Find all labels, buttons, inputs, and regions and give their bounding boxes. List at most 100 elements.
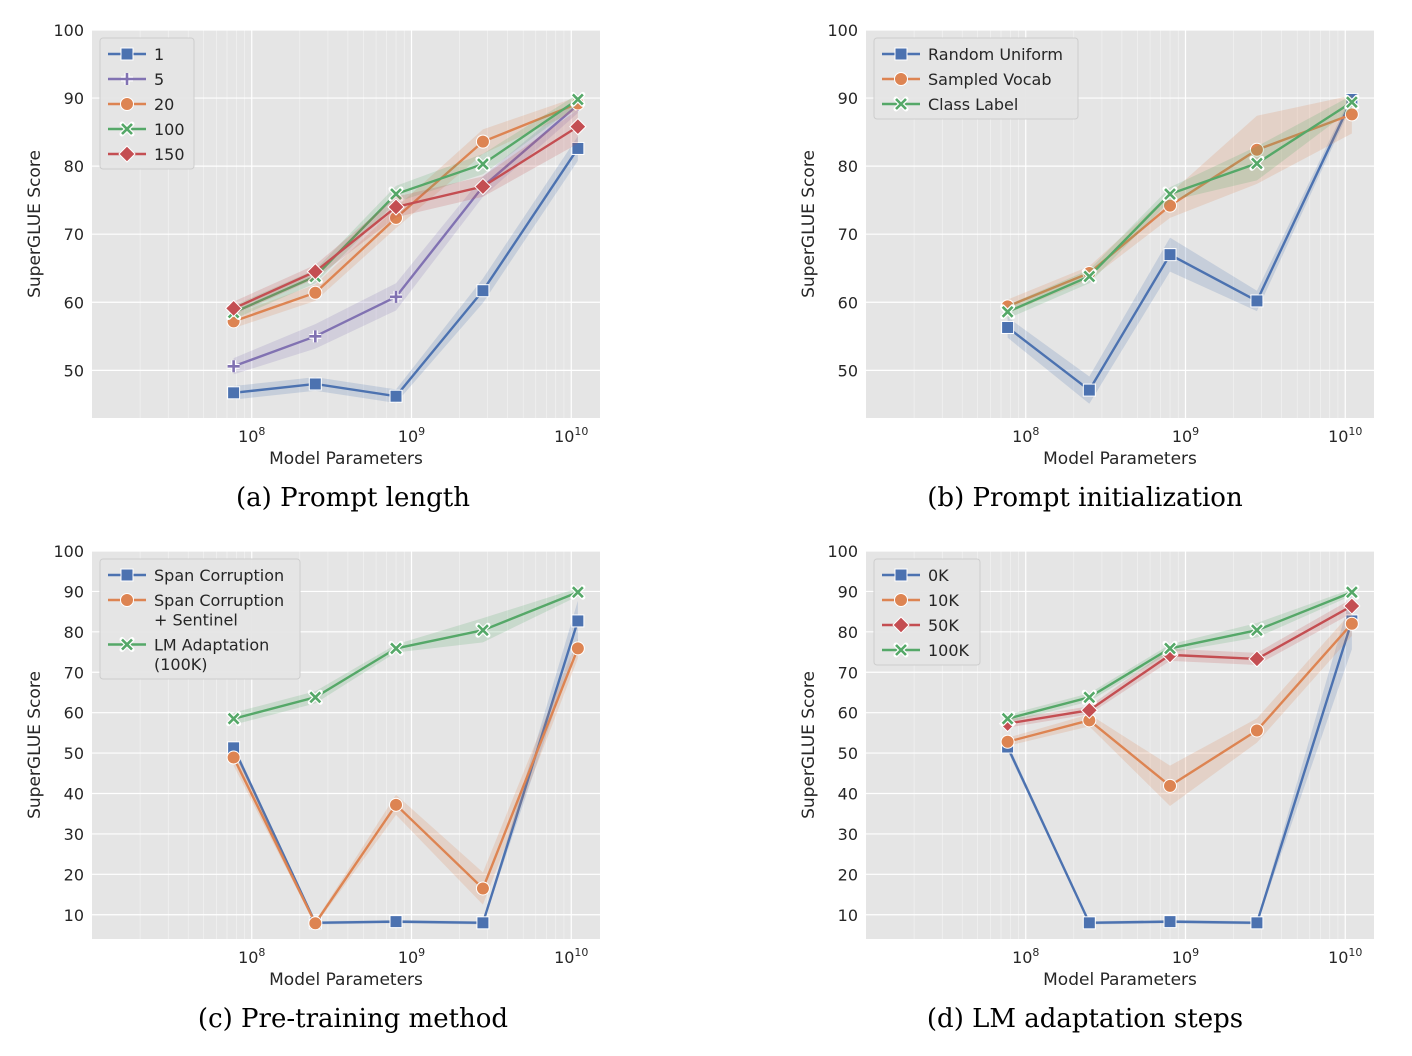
legend-marker [894, 568, 908, 582]
data-point [1082, 916, 1096, 930]
x-tick-label: 1010 [554, 425, 588, 446]
x-tick-base: 10 [238, 948, 258, 967]
confidence-band [233, 96, 578, 329]
legend-entry: 100K [882, 641, 970, 660]
y-tick-label: 60 [64, 704, 84, 723]
legend-entry: 0K [882, 566, 949, 585]
y-tick-label: 90 [838, 582, 858, 601]
data-point [570, 641, 585, 656]
legend-label: 5 [154, 70, 164, 89]
x-tick-base: 10 [398, 948, 418, 967]
y-tick-label: 50 [64, 744, 84, 763]
series-4 [224, 109, 587, 318]
legend-marker [894, 72, 908, 86]
legend-marker [120, 593, 134, 607]
y-tick-label: 60 [838, 704, 858, 723]
y-axis-label: SuperGLUE Score [25, 671, 45, 819]
legend-label: Random Uniform [928, 45, 1063, 64]
x-tick-exponent: 9 [418, 946, 425, 959]
data-point [1248, 650, 1266, 668]
legend-marker [120, 97, 134, 111]
y-tick-label: 80 [64, 157, 84, 176]
y-tick-label: 20 [64, 865, 84, 884]
data-point [309, 330, 322, 343]
data-point [1000, 734, 1015, 749]
legend-marker [120, 47, 134, 61]
x-tick-base: 10 [1172, 948, 1192, 967]
x-tick-label: 108 [238, 425, 265, 446]
data-point [1081, 689, 1097, 705]
data-point [570, 584, 586, 600]
x-tick-label: 109 [1172, 425, 1199, 446]
data-point [475, 622, 491, 638]
data-point [1344, 616, 1359, 631]
y-tick-label: 100 [53, 542, 84, 561]
legend-label: 100 [154, 120, 185, 139]
x-tick-base: 10 [1012, 427, 1032, 446]
x-tick-label: 109 [398, 425, 425, 446]
data-point [475, 881, 490, 896]
x-tick-exponent: 9 [1192, 425, 1199, 438]
data-point [389, 797, 404, 812]
x-axis-label: Model Parameters [1043, 970, 1197, 990]
x-tick-label: 109 [398, 946, 425, 967]
series-0 [227, 136, 585, 404]
y-tick-label: 90 [838, 89, 858, 108]
legend-label: + Sentinel [154, 611, 238, 630]
y-tick-label: 50 [64, 361, 84, 380]
data-point [1344, 107, 1359, 122]
y-tick-label: 20 [838, 865, 858, 884]
confidence-band [1007, 95, 1352, 319]
legend-box [873, 558, 981, 666]
legend-marker [119, 121, 135, 137]
x-tick-base: 10 [1172, 427, 1192, 446]
y-tick-label: 100 [827, 21, 858, 40]
data-point [1250, 916, 1264, 930]
data-point [476, 916, 490, 930]
data-point [1344, 584, 1360, 600]
legend-marker [894, 593, 908, 607]
x-tick-label: 1010 [554, 946, 588, 967]
x-tick-exponent: 10 [574, 425, 588, 438]
x-tick-label: 1010 [1328, 425, 1362, 446]
data-point [1082, 383, 1096, 397]
legend-label: 50K [928, 616, 959, 635]
x-tick-label: 108 [1012, 425, 1039, 446]
legend-marker [120, 568, 134, 582]
confidence-band [1007, 611, 1352, 807]
data-point [571, 614, 585, 628]
data-point [226, 711, 242, 727]
confidence-band [1007, 95, 1352, 314]
legend-entry: Sampled Vocab [882, 70, 1051, 89]
data-point [1001, 320, 1015, 334]
legend-entry: 20 [108, 95, 174, 114]
data-point [476, 284, 490, 298]
data-point [1250, 294, 1264, 308]
y-tick-label: 70 [838, 225, 858, 244]
legend-entry: 100 [108, 120, 185, 139]
legend-marker [893, 96, 909, 112]
x-tick-exponent: 10 [574, 946, 588, 959]
data-point [1000, 711, 1016, 727]
x-tick-base: 10 [238, 427, 258, 446]
confidence-band [233, 109, 578, 316]
data-point [308, 285, 323, 300]
legend-marker [121, 73, 133, 85]
y-tick-label: 80 [838, 157, 858, 176]
y-tick-label: 30 [64, 825, 84, 844]
data-point [224, 299, 243, 318]
y-tick-label: 40 [64, 785, 84, 804]
series-2 [1000, 94, 1360, 320]
legend-marker [893, 642, 909, 658]
y-tick-label: 60 [64, 293, 84, 312]
legend-marker [119, 637, 135, 652]
series-3 [1000, 584, 1360, 727]
legend-entry: LM Adaptation(100K) [108, 636, 269, 674]
legend-entry: Span Corruption+ Sentinel [108, 591, 284, 630]
legend-label: Sampled Vocab [928, 70, 1051, 89]
confidence-band [1007, 598, 1352, 728]
x-tick-exponent: 8 [258, 425, 265, 438]
legend-marker [892, 616, 910, 634]
x-tick-exponent: 10 [1348, 946, 1362, 959]
